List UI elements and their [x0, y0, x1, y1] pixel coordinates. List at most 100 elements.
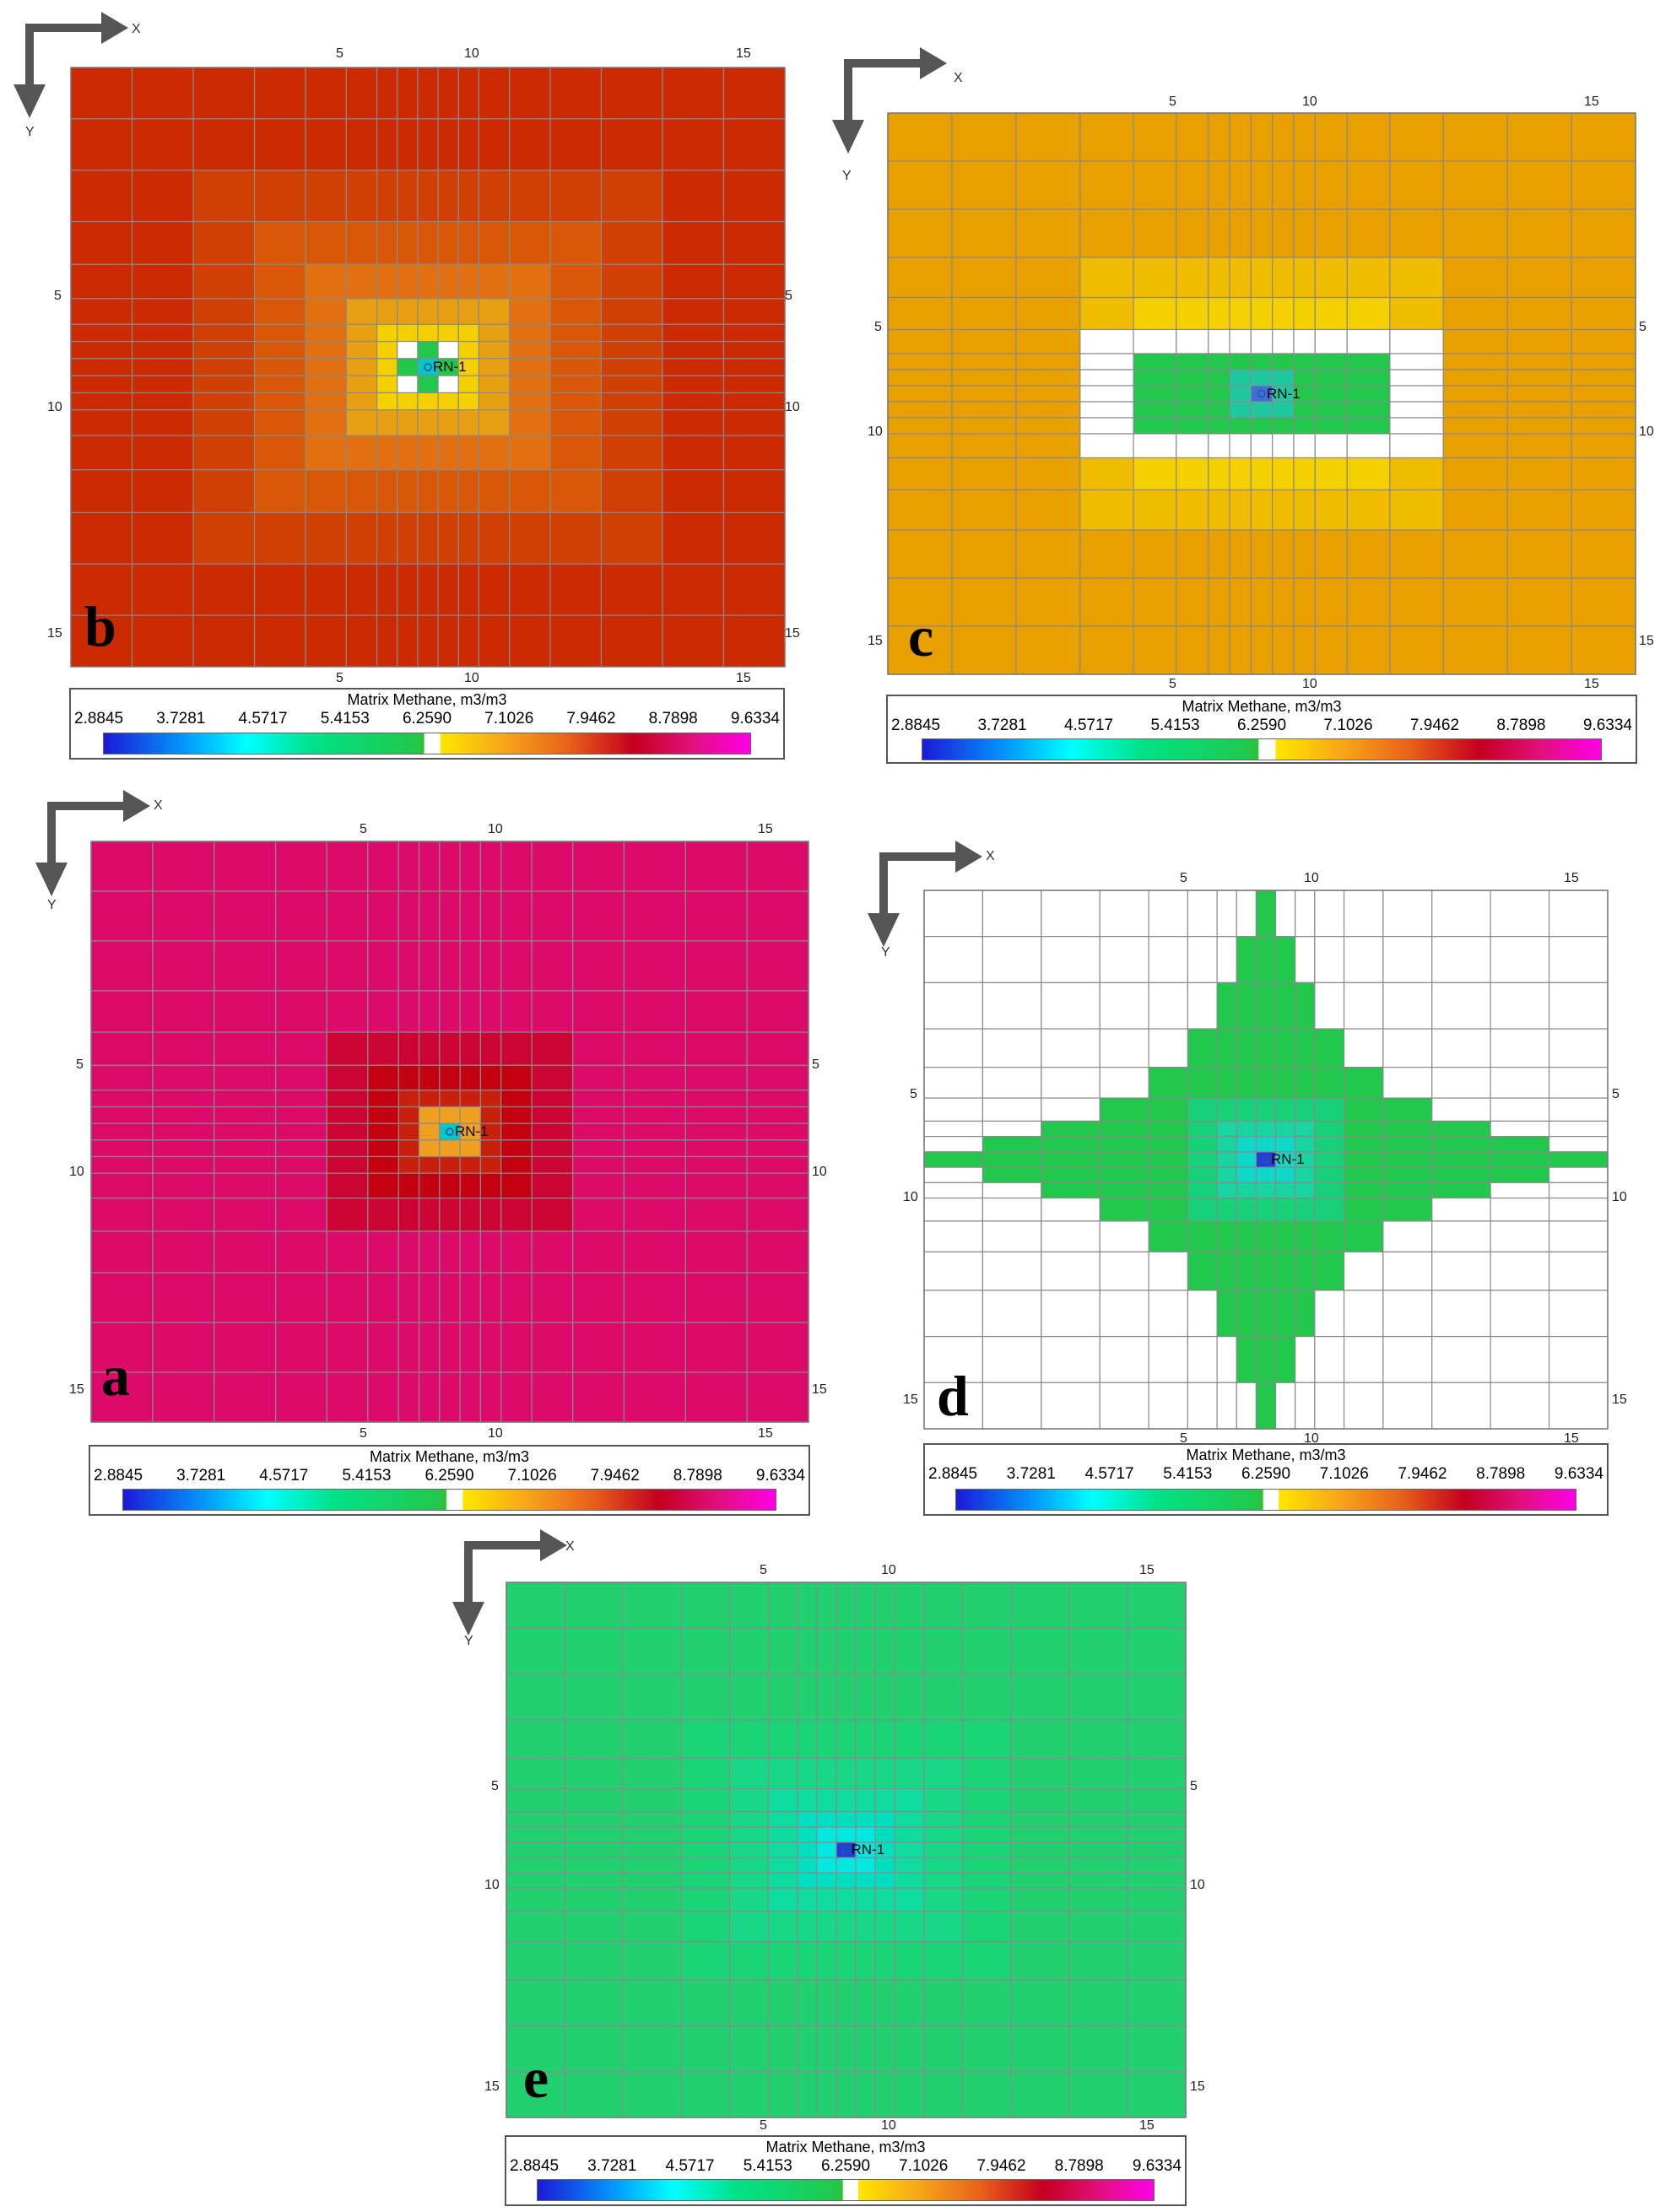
grid-cell [1229, 208, 1252, 258]
grid-cell [1382, 1136, 1433, 1153]
grid-cell [1314, 1166, 1345, 1183]
grid-cell [478, 511, 511, 565]
grid-cell [90, 1090, 154, 1108]
grid-cell [253, 170, 306, 223]
grid-cell [797, 1627, 818, 1675]
legend-ticks: 2.8845 3.7281 4.5717 5.4153 6.2590 7.102… [506, 2157, 1185, 2176]
grid-cell [951, 353, 1017, 370]
grid-cell [600, 614, 663, 668]
grid-cell [274, 890, 327, 942]
grid-cell [376, 323, 398, 343]
grid-cell [131, 220, 194, 265]
grid-cell [1099, 1251, 1149, 1291]
grid-cell [1148, 1097, 1189, 1122]
grid-cell [418, 940, 441, 992]
grid-cell [874, 1757, 895, 1790]
grid-cell [152, 1122, 215, 1141]
grid-cell [922, 1719, 964, 1759]
grid-cell [662, 323, 725, 343]
grid-cell [1068, 1872, 1128, 1889]
grid-cell [1293, 401, 1316, 419]
grid-cell [923, 1136, 984, 1153]
grid-cell [439, 1155, 461, 1174]
grid-cell [1127, 1719, 1187, 1759]
grid-cell [982, 1382, 1042, 1430]
grid-cell [1229, 112, 1252, 162]
grid-cell [1490, 1182, 1550, 1199]
grid-cell [746, 890, 809, 942]
grid-cell [192, 375, 256, 394]
grid-cell [1133, 457, 1177, 491]
grid-cell [572, 990, 625, 1033]
grid-cell [923, 1182, 984, 1199]
grid-cell [797, 1582, 818, 1629]
grid-cell [855, 1872, 876, 1889]
grid-cell [728, 1811, 770, 1828]
grid-cell [1272, 417, 1295, 435]
grid-cell [722, 435, 786, 471]
grid-cell [1010, 1979, 1070, 2026]
grid-cell [836, 1941, 857, 1981]
y-axis-label: Y [842, 169, 852, 183]
grid-cell [951, 112, 1017, 162]
grid-cell [855, 1674, 876, 1721]
grid-cell [1490, 936, 1550, 983]
grid-cell [894, 1842, 925, 1858]
grid-cell [367, 1122, 399, 1141]
grid-cell [397, 170, 419, 223]
grid-cell [457, 263, 480, 300]
grid-cell [874, 2071, 895, 2118]
grid-cell [728, 1872, 770, 1889]
tick-right-10: 10 [1639, 425, 1654, 439]
grid-cell [564, 1787, 624, 1813]
legend-tick: 9.6334 [730, 710, 780, 727]
grid-cell [305, 118, 347, 171]
grid-cell [326, 1322, 369, 1373]
grid-cell [305, 170, 347, 223]
grid-cell [951, 433, 1017, 459]
panel-letter-b: b [84, 594, 116, 658]
grid-cell [305, 375, 347, 394]
grid-cell [506, 1757, 565, 1790]
grid-cell [509, 263, 551, 300]
grid-cell [1216, 936, 1237, 983]
grid-cell [509, 358, 551, 376]
grid-cell [1133, 369, 1177, 387]
grid-cell [874, 1979, 895, 2026]
grid-cell [152, 1090, 215, 1108]
grid-cell [961, 1582, 1012, 1629]
grid-cell [572, 1139, 625, 1158]
grid-cell [397, 118, 419, 171]
grid-cell [1041, 1197, 1100, 1222]
grid-cell [680, 1757, 731, 1790]
grid-cell [855, 1811, 876, 1828]
grid-cell [549, 323, 603, 343]
grid-cell [684, 1272, 748, 1323]
panel-e: X Y RN-1 5 10 15 5 10 15 5 10 15 5 10 15… [439, 1519, 1215, 2211]
grid-cell [623, 1371, 686, 1423]
grid-cell [1250, 625, 1274, 675]
tick-right-15: 15 [1190, 2079, 1205, 2094]
grid-cell [509, 298, 551, 325]
tick-top-10: 10 [488, 822, 503, 836]
grid-cell [479, 990, 502, 1033]
grid-cell [459, 1064, 482, 1091]
grid-cell [1015, 296, 1081, 331]
grid-cell [623, 890, 686, 942]
grid-cell [1133, 433, 1177, 459]
grid-cell [500, 1090, 533, 1108]
grid-cell [1272, 296, 1295, 331]
grid-cell [1346, 296, 1391, 331]
panel-letter-c: c [908, 604, 934, 668]
grid-cell [1293, 433, 1316, 459]
grid-cell [1041, 936, 1100, 983]
grid-cell [509, 563, 551, 616]
tick-bottom-5: 5 [336, 671, 343, 685]
grid-cell [549, 375, 603, 394]
grid-cell [1148, 1067, 1189, 1099]
grid-cell [816, 1941, 837, 1981]
grid-cell [1346, 257, 1391, 299]
grid-map: RN-1 [70, 67, 786, 668]
grid-cell [1010, 1582, 1070, 1629]
grid-cell [1255, 1290, 1277, 1338]
